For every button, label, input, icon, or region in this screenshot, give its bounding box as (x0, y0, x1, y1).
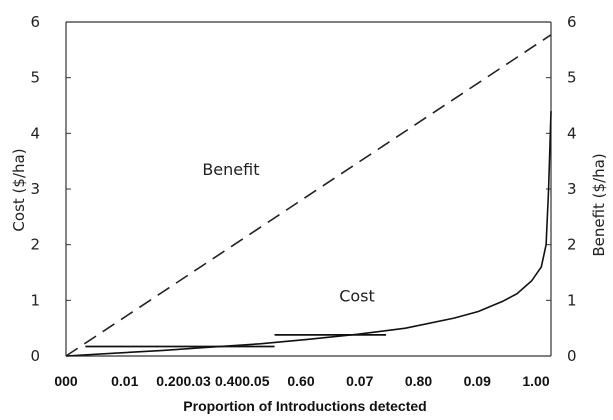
x-tick-label: 0.200.03 (156, 373, 211, 389)
annotations: Benefit Cost (202, 160, 374, 305)
annotation-benefit: Benefit (202, 160, 259, 179)
x-tick-label: 0.400.05 (215, 373, 270, 389)
x-tick-label: 000 (54, 373, 78, 389)
y-tick-left-label: 3 (30, 180, 40, 198)
x-axis: 000 0.01 0.200.03 0.400.05 0.60 0.07 0.80 0.09 1… (54, 373, 550, 389)
y-tick-left-label: 5 (30, 69, 40, 87)
x-tick-label: 0.60 (287, 373, 314, 389)
series-line-benefit (65, 34, 552, 357)
y-tick-right-label: 3 (567, 180, 577, 198)
annotation-cost: Cost (339, 286, 375, 305)
x-tick-label: 1.00 (522, 373, 549, 389)
y-tick-right-label: 0 (567, 347, 577, 365)
y-tick-right-label: 2 (567, 236, 577, 254)
series-group (65, 34, 552, 357)
y-axis-left-label: Cost ($/ha) (10, 148, 28, 231)
series-line-cost (65, 111, 552, 357)
plot-frame (65, 21, 552, 357)
x-tick-label: 0.07 (346, 373, 373, 389)
y-tick-left-label: 1 (30, 291, 40, 309)
y-tick-right-label: 4 (567, 124, 577, 142)
y-axis-right-label: Benefit ($/ha) (590, 153, 608, 256)
y-tick-left-label: 2 (30, 236, 40, 254)
x-tick-label: 0.09 (464, 373, 491, 389)
y-tick-right-label: 6 (567, 13, 577, 31)
y-tick-right-label: 1 (567, 291, 577, 309)
x-tick-label: 0.80 (405, 373, 432, 389)
x-axis-label: Proportion of Introductions detected (183, 398, 426, 414)
y-axis-right: 0 1 2 3 4 5 6 (546, 13, 577, 365)
y-tick-right-label: 5 (567, 69, 577, 87)
y-tick-left-label: 6 (30, 13, 40, 31)
x-tick-label: 0.01 (111, 373, 138, 389)
y-axis-left: 0 1 2 3 4 5 6 (30, 13, 71, 365)
y-tick-left-label: 0 (30, 347, 40, 365)
y-tick-left-label: 4 (30, 124, 40, 142)
